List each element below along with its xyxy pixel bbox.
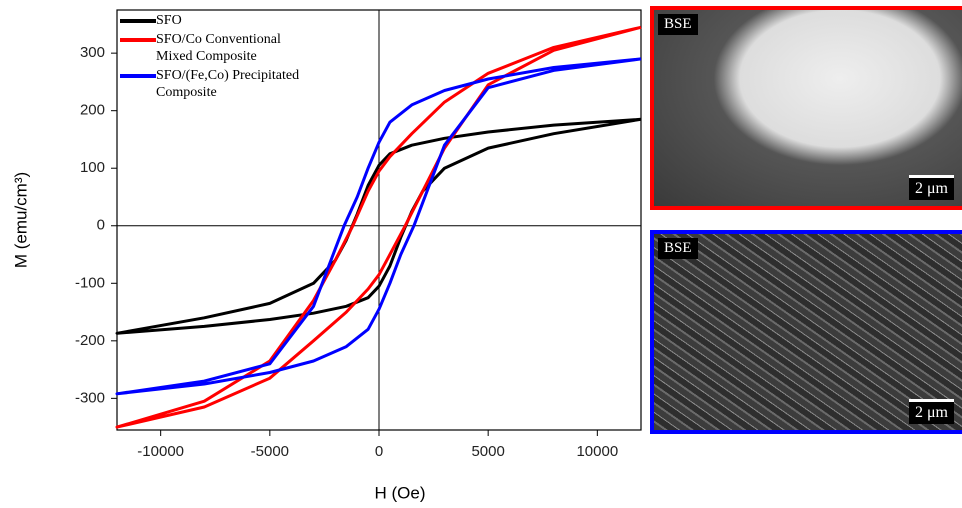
x-tick-label: 0: [375, 443, 383, 460]
x-tick-label: -5000: [251, 443, 289, 460]
x-axis-label: H (Oe): [375, 483, 426, 502]
y-tick-label: -100: [75, 274, 105, 291]
y-tick-label: 100: [80, 159, 105, 176]
x-tick-label: -10000: [137, 443, 184, 460]
sem-image: BSE 2 μm: [650, 230, 962, 434]
y-tick-label: 300: [80, 44, 105, 61]
x-tick-label: 5000: [471, 443, 504, 460]
legend-item: SFO/(Fe,Co) Precipitated Composite: [120, 67, 306, 101]
legend-label: SFO/Co Conventional Mixed Composite: [156, 32, 281, 64]
legend: SFO SFO/Co Conventional Mixed Composite SF…: [120, 12, 306, 103]
y-tick-label: -200: [75, 332, 105, 349]
image-label: BSE: [658, 238, 698, 259]
legend-swatch: [120, 38, 156, 42]
scale-bar: 2 μm: [908, 399, 954, 424]
y-tick-label: 200: [80, 102, 105, 119]
scale-bar: 2 μm: [908, 175, 954, 200]
loop-line: [115, 25, 642, 429]
x-tick-label: 10000: [576, 443, 618, 460]
legend-label: SFO/(Fe,Co) Precipitated Composite: [156, 68, 300, 100]
loop-line: [115, 57, 642, 396]
y-axis-label: M (emu/cm³): [11, 172, 30, 268]
legend-swatch: [120, 74, 156, 78]
image-label: BSE: [658, 14, 698, 35]
legend-swatch: [120, 19, 156, 23]
y-tick-label: -300: [75, 389, 105, 406]
chart: H (Oe) M (emu/cm³) -10000 -5000 0 5000 10000…: [11, 9, 642, 502]
legend-item: SFO/Co Conventional Mixed Composite: [120, 31, 306, 65]
sem-image: BSE 2 μm: [650, 6, 962, 210]
y-tick-label: 0: [97, 217, 105, 234]
legend-label: SFO: [156, 13, 182, 28]
legend-item: SFO: [120, 12, 306, 29]
